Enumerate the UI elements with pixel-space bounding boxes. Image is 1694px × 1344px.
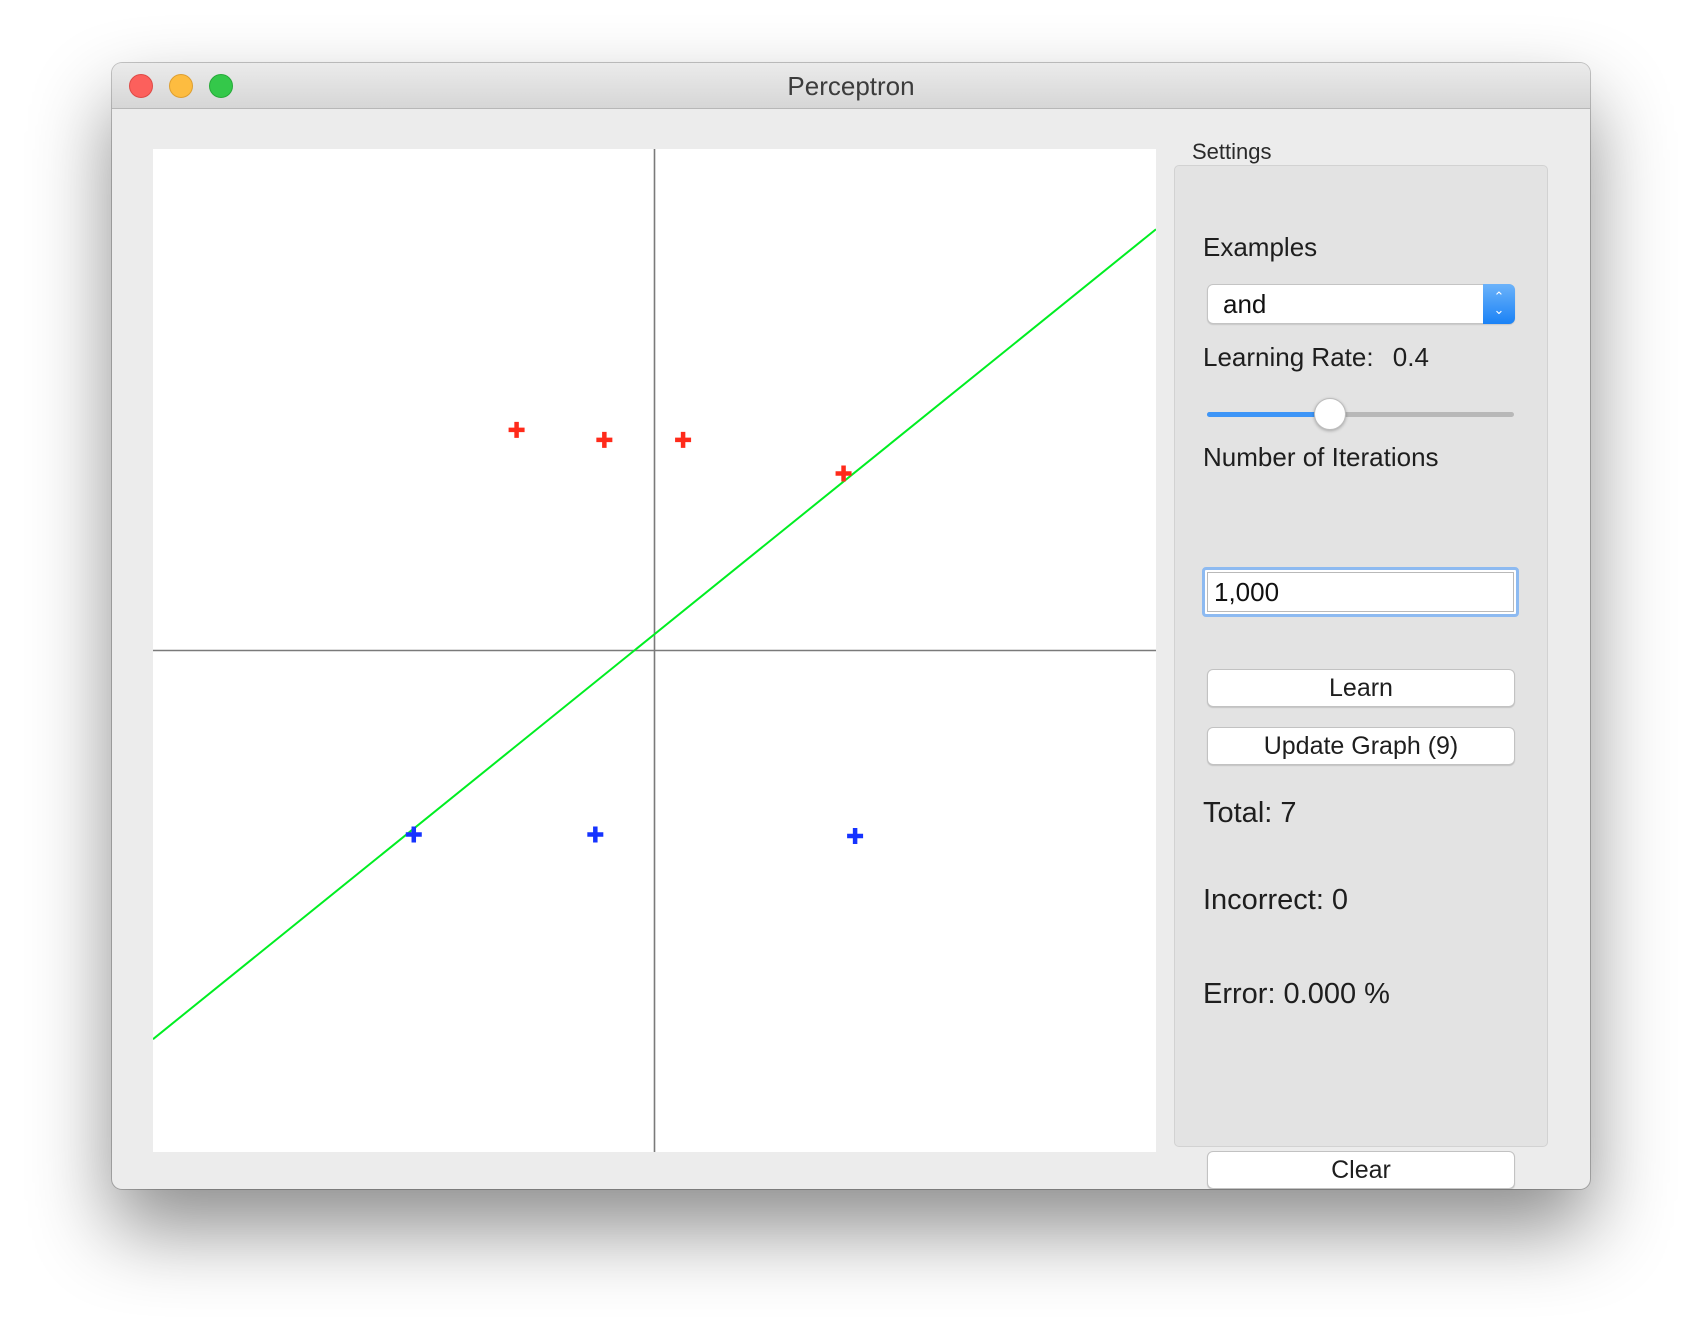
plus-marker-negative: [847, 828, 864, 845]
examples-label: Examples: [1203, 232, 1318, 262]
plus-marker-negative: [587, 826, 604, 843]
total-count: Total: 7: [1203, 797, 1297, 829]
slider-fill: [1207, 412, 1330, 417]
settings-panel: Examples and ⌃ ⌄ Learning Rate: 0.4 Numbe…: [1174, 165, 1548, 1189]
plus-marker-negative: [405, 826, 422, 843]
learning-rate-slider[interactable]: [1207, 398, 1514, 430]
window-title: Perceptron: [787, 71, 915, 101]
examples-select[interactable]: and ⌃ ⌄: [1207, 284, 1515, 324]
error-rate: Error: 0.000 %: [1203, 978, 1390, 1010]
slider-knob[interactable]: [1313, 398, 1346, 430]
plus-marker-positive: [508, 421, 525, 438]
clear-button[interactable]: Clear: [1207, 1151, 1515, 1189]
learning-rate-value: 0.4: [1392, 342, 1429, 372]
learning-rate-label: Learning Rate:: [1203, 342, 1374, 372]
zoom-button[interactable]: [209, 74, 233, 98]
examples-selected-value: and: [1223, 289, 1267, 319]
close-button[interactable]: [129, 74, 153, 98]
plot-svg[interactable]: [153, 149, 1156, 1152]
minimize-button[interactable]: [169, 74, 193, 98]
iterations-field-focus-ring: [1202, 567, 1519, 617]
incorrect-count: Incorrect: 0: [1203, 884, 1349, 916]
learning-rate-row: Learning Rate: 0.4: [1203, 342, 1429, 373]
title-bar[interactable]: Perceptron: [112, 63, 1590, 109]
plus-marker-positive: [675, 431, 692, 448]
plot-canvas[interactable]: [153, 149, 1156, 1152]
perceptron-window: Perceptron Settings Examples and ⌃ ⌄ Lear…: [112, 63, 1590, 1189]
decision-boundary-line: [153, 228, 1156, 1040]
plus-marker-positive: [596, 431, 613, 448]
iterations-input[interactable]: [1207, 572, 1514, 612]
up-down-chevron-icon[interactable]: ⌃ ⌄: [1483, 284, 1515, 324]
iterations-label: Number of Iterations: [1203, 442, 1439, 472]
plus-marker-positive: [835, 465, 852, 482]
update-graph-button[interactable]: Update Graph (9): [1207, 727, 1515, 765]
settings-group-label: Settings: [1192, 139, 1272, 164]
learn-button[interactable]: Learn: [1207, 669, 1515, 707]
